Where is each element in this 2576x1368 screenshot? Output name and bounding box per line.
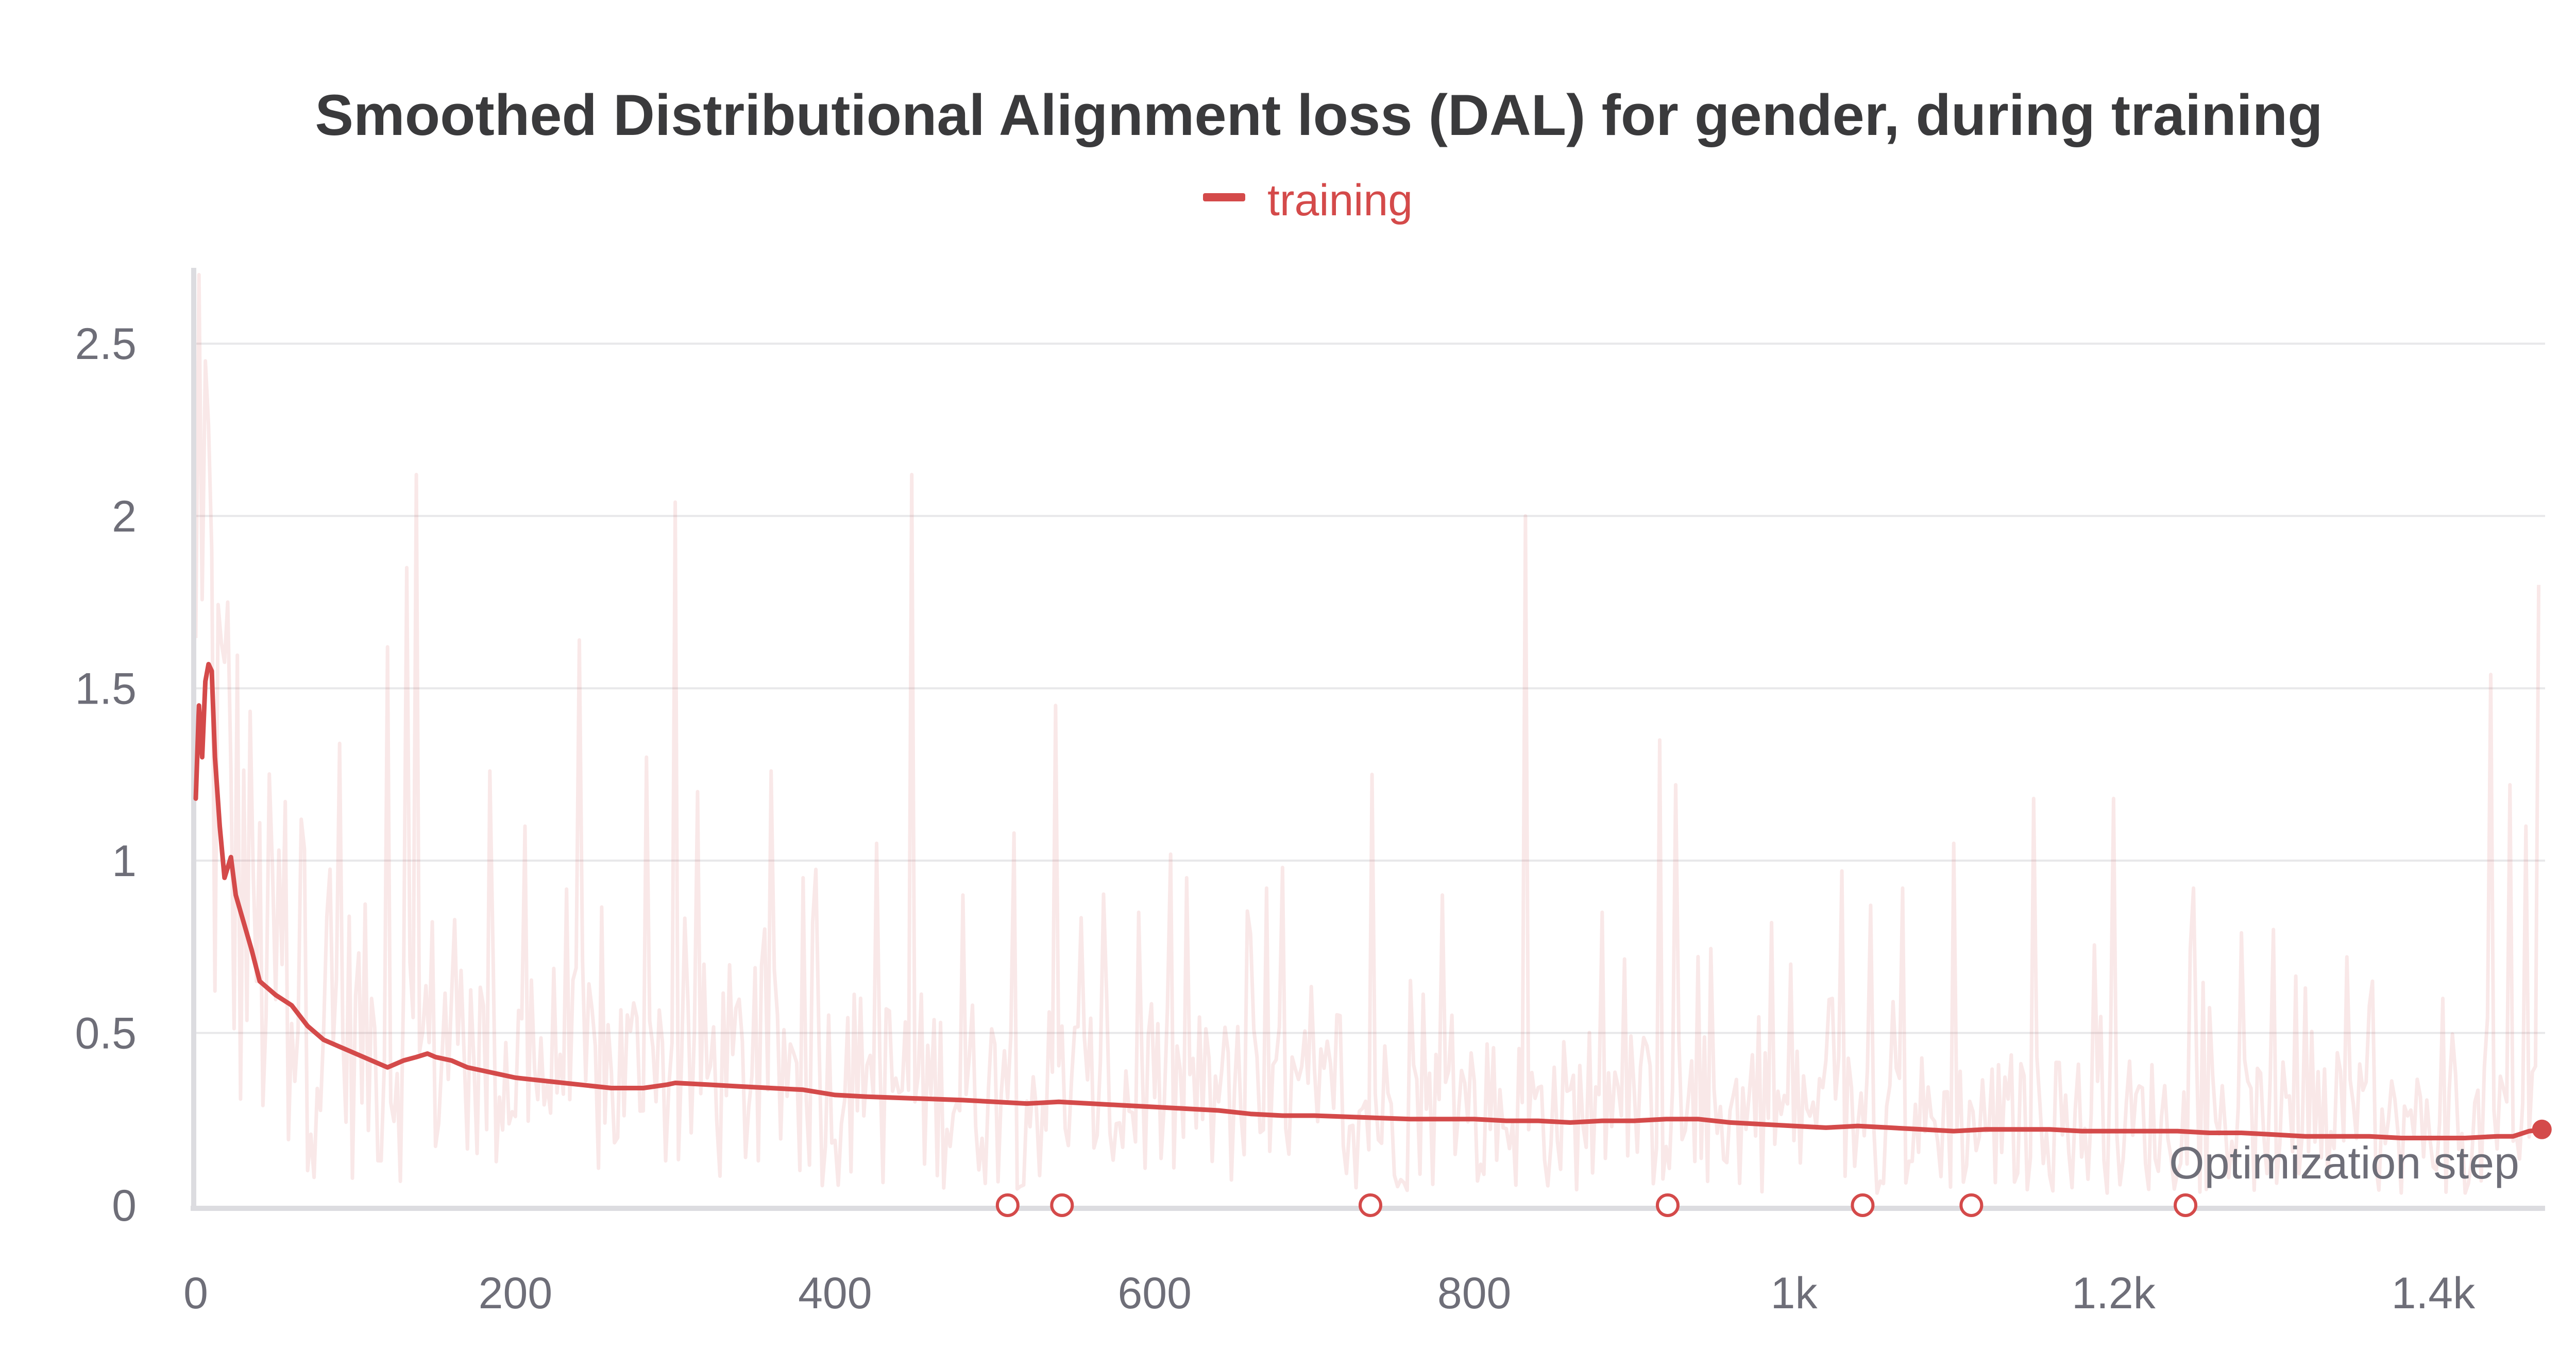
x-axis-label: Optimization step — [2169, 1137, 2519, 1188]
event-marker[interactable] — [1655, 1193, 1680, 1217]
event-marker[interactable] — [1851, 1193, 1875, 1217]
event-marker[interactable] — [2174, 1193, 2198, 1217]
y-tick-labels: 0 0.5 1 1.5 2 2.5 — [75, 319, 137, 1230]
smoothed-series-layer — [193, 662, 2548, 1140]
series-end-point[interactable] — [2532, 1119, 2552, 1139]
x-tick-label: 0 — [183, 1269, 208, 1318]
legend[interactable]: training — [1203, 176, 1413, 225]
x-tick-label: 1.4k — [2392, 1269, 2476, 1318]
legend-swatch-training — [1203, 193, 1245, 201]
y-tick-label: 2 — [112, 492, 137, 541]
x-tick-label: 800 — [1437, 1269, 1512, 1318]
event-marker[interactable] — [1359, 1193, 1382, 1217]
raw-series-layer — [194, 272, 2541, 1195]
y-tick-label: 0.5 — [75, 1008, 137, 1058]
x-tick-label: 400 — [798, 1269, 872, 1318]
x-tick-label: 1.2k — [2072, 1269, 2156, 1318]
x-tick-label: 600 — [1117, 1269, 1192, 1318]
marker-layer — [995, 1119, 2552, 1217]
event-marker[interactable] — [1959, 1193, 1984, 1217]
raw-series-line — [194, 272, 2541, 1195]
event-marker[interactable] — [995, 1193, 1020, 1217]
legend-label-training: training — [1267, 176, 1413, 225]
y-tick-label: 0 — [112, 1181, 137, 1230]
chart-title: Smoothed Distributional Alignment loss (… — [315, 83, 2323, 147]
y-tick-label: 1.5 — [75, 664, 137, 713]
event-marker[interactable] — [1050, 1193, 1074, 1217]
x-tick-label: 200 — [479, 1269, 553, 1318]
x-tick-label: 1k — [1771, 1269, 1818, 1318]
y-tick-label: 1 — [112, 836, 137, 886]
y-tick-label: 2.5 — [75, 319, 137, 369]
series-line-training[interactable] — [193, 662, 2548, 1140]
x-tick-labels: 0 200 400 600 800 1k 1.2k 1.4k — [183, 1269, 2476, 1318]
grid-lines — [196, 343, 2545, 1034]
